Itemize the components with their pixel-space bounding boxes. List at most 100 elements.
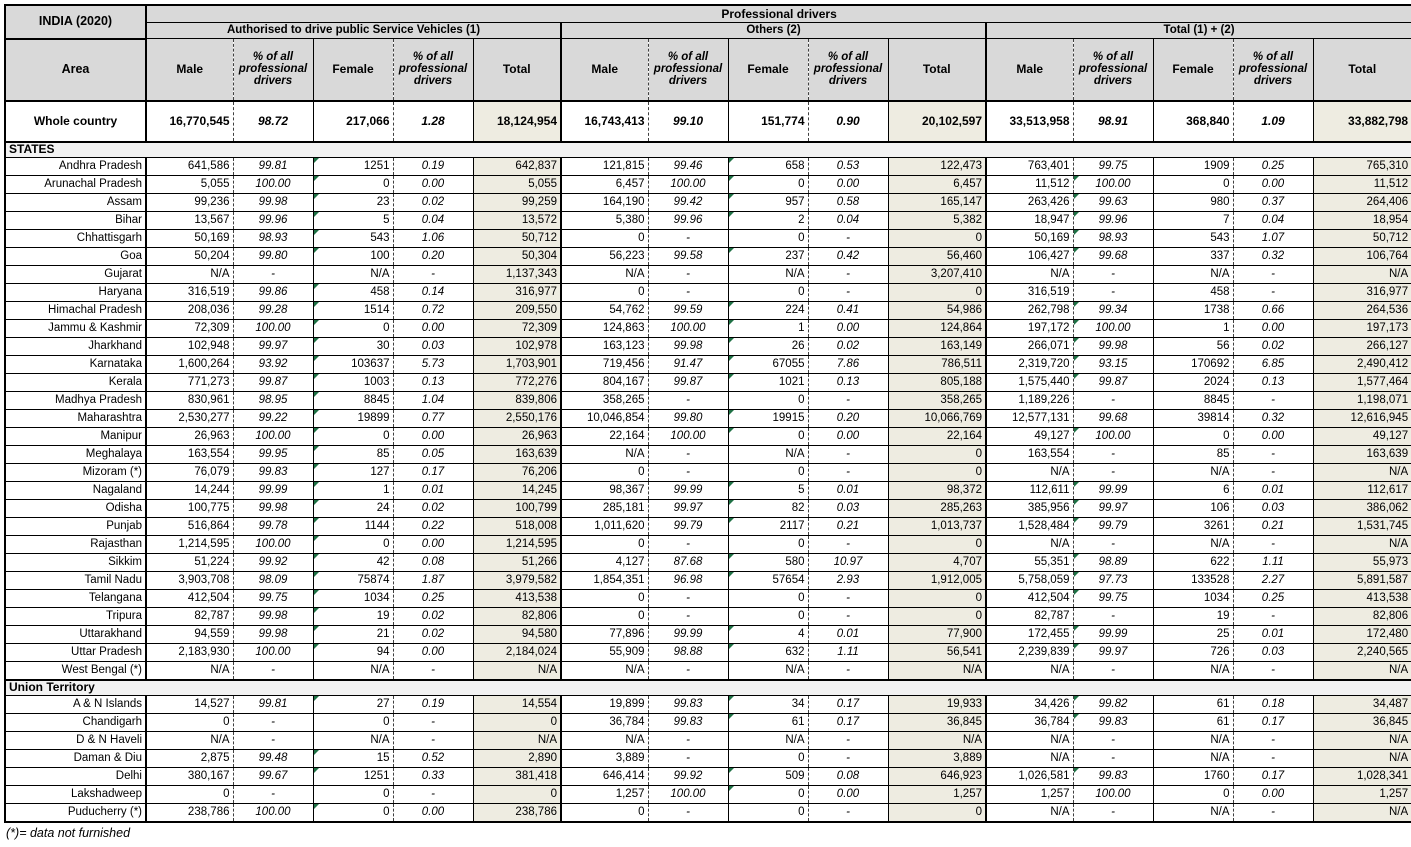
cell-pct-male-g1: 99.96 (233, 210, 314, 230)
cell-total-g1: 13,572 (472, 210, 562, 230)
cell-pct-male-g1: 100.00 (233, 802, 314, 822)
cell-total-g1: 3,979,582 (472, 570, 562, 590)
cell-male-g2: 285,181 (560, 498, 649, 518)
cell-male-g2: 719,456 (560, 354, 649, 374)
cell-male-g3: 1,575,440 (985, 372, 1074, 392)
table-row: Assam 99,236 99.98 23 0.02 99,259 164,190 99.42… (4, 192, 1411, 212)
row-label: Maharashtra (4, 408, 147, 428)
cell-pct-male-g3: 99.63 (1073, 192, 1154, 212)
cell-female-g3: N/A (1152, 748, 1234, 768)
cell-pct-female-g2: 1.11 (808, 642, 889, 662)
cell-error-flag-icon (729, 212, 734, 217)
cell-male-g1: 51,224 (145, 552, 234, 572)
cell-pct-male-g2: - (648, 462, 729, 482)
cell-pct-male-g2: 99.83 (648, 712, 729, 732)
row-label: Odisha (4, 498, 147, 518)
cell-pct-female-g2: 0.00 (808, 426, 889, 446)
cell-error-flag-icon (1073, 320, 1079, 325)
cell-error-flag-icon (1073, 302, 1079, 307)
col-header-area: Area (4, 38, 147, 102)
cell-error-flag-icon (1073, 696, 1079, 701)
table-row: Nagaland 14,244 99.99 1 0.01 14,245 98,367 99.9… (4, 480, 1411, 500)
cell-male-g2: 56,223 (560, 246, 649, 266)
cell-total-g3: N/A (1312, 462, 1411, 482)
cell-male-g3: 266,071 (985, 336, 1074, 356)
cell-error-flag-icon (1073, 518, 1079, 523)
cell-pct-female-g1: 0.00 (393, 174, 474, 194)
cell-male-g2: 3,889 (560, 748, 649, 768)
cell-male-g3: 18,947 (985, 210, 1074, 230)
footnote: (*)= data not furnished (6, 825, 131, 840)
cell-female-g1: 0 (312, 174, 394, 194)
table-row: Punjab 516,864 99.78 1144 0.22 518,008 1,011,6… (4, 516, 1411, 536)
table-row: Puducherry (*) 238,786 100.00 0 0.00 238,786 0… (4, 802, 1411, 822)
cell-female-g2: 0 (727, 588, 809, 608)
cell-pct-male-g1: 99.78 (233, 516, 314, 536)
cell-pct-male-g1: 99.28 (233, 300, 314, 320)
cell-total-g1: 642,837 (472, 156, 562, 176)
row-label: Tamil Nadu (4, 570, 147, 590)
cell-male-g1: N/A (145, 730, 234, 750)
cell-female-g1: 543 (312, 228, 394, 248)
cell-pct-female-g1: 0.14 (393, 282, 474, 302)
cell-pct-female-g1: 0.01 (393, 480, 474, 500)
cell-pct-female-g2: 0.00 (808, 784, 889, 804)
cell-female-g1: 21 (312, 624, 394, 644)
cell-pct-male-g2: 99.99 (648, 624, 729, 644)
cell-error-flag-icon (729, 768, 734, 773)
cell-male-g3: 106,427 (985, 246, 1074, 266)
cell-male-g1: 13,567 (145, 210, 234, 230)
cell-pct-female-g2: 0.01 (808, 624, 889, 644)
cell-pct-female-g2: 0.13 (808, 372, 889, 392)
cell-total-g2: 20,102,597 (887, 100, 987, 143)
cell-error-flag-icon (1073, 374, 1079, 379)
cell-pct-female-g2: 0.00 (808, 174, 889, 194)
cell-male-g3: 1,026,581 (985, 766, 1074, 786)
cell-pct-male-g3: 99.82 (1073, 694, 1154, 714)
cell-pct-female-g2: 0.41 (808, 300, 889, 320)
cell-total-g3: 112,617 (1312, 480, 1411, 500)
cell-pct-female-g2: - (808, 444, 889, 464)
cell-pct-female-g2: - (808, 660, 889, 680)
row-label: Telangana (4, 588, 147, 608)
cell-female-g2: 0 (727, 228, 809, 248)
cell-pct-male-g3: 99.97 (1073, 642, 1154, 662)
table-row: Maharashtra 2,530,277 99.22 19899 0.77 2,550,… (4, 408, 1411, 428)
cell-male-g1: 72,309 (145, 318, 234, 338)
cell-pct-male-g2: 99.96 (648, 210, 729, 230)
cell-pct-male-g1: 99.95 (233, 444, 314, 464)
col-header-male-g2: Male (560, 38, 649, 102)
cell-pct-female-g2: 0.03 (808, 498, 889, 518)
cell-male-g2: 163,123 (560, 336, 649, 356)
cell-error-flag-icon (729, 248, 734, 253)
cell-female-g2: 5 (727, 480, 809, 500)
cell-pct-male-g2: - (648, 390, 729, 410)
cell-female-g1: 1514 (312, 300, 394, 320)
cell-total-g1: 0 (472, 712, 562, 732)
cell-pct-male-g3: - (1073, 606, 1154, 626)
table-row: Odisha 100,775 99.98 24 0.02 100,799 285,181 99… (4, 498, 1411, 518)
cell-total-g2: 54,986 (887, 300, 987, 320)
cell-pct-female-g3: 0.37 (1233, 192, 1314, 212)
cell-error-flag-icon (314, 356, 319, 361)
cell-male-g1: 14,527 (145, 694, 234, 714)
col-header-male-g1: Male (145, 38, 234, 102)
cell-total-g1: 82,806 (472, 606, 562, 626)
cell-pct-male-g1: 99.92 (233, 552, 314, 572)
cell-pct-female-g3: - (1233, 660, 1314, 680)
cell-pct-female-g1: 1.87 (393, 570, 474, 590)
cell-male-g2: 0 (560, 282, 649, 302)
cell-female-g2: 19915 (727, 408, 809, 428)
cell-error-flag-icon (314, 500, 319, 505)
cell-pct-female-g3: 0.04 (1233, 210, 1314, 230)
cell-male-g1: 94,559 (145, 624, 234, 644)
cell-pct-female-g1: 0.02 (393, 498, 474, 518)
cell-total-g3: 1,198,071 (1312, 390, 1411, 410)
table-row: Delhi 380,167 99.67 1251 0.33 381,418 646,414 9… (4, 766, 1411, 786)
cell-pct-female-g3: - (1233, 802, 1314, 822)
table-row: Tripura 82,787 99.98 19 0.02 82,806 0-0-0 82,78… (4, 606, 1411, 626)
cell-male-g1: 0 (145, 712, 234, 732)
cell-male-g1: 771,273 (145, 372, 234, 392)
cell-pct-male-g1: 99.75 (233, 588, 314, 608)
cell-pct-male-g3: - (1073, 264, 1154, 284)
